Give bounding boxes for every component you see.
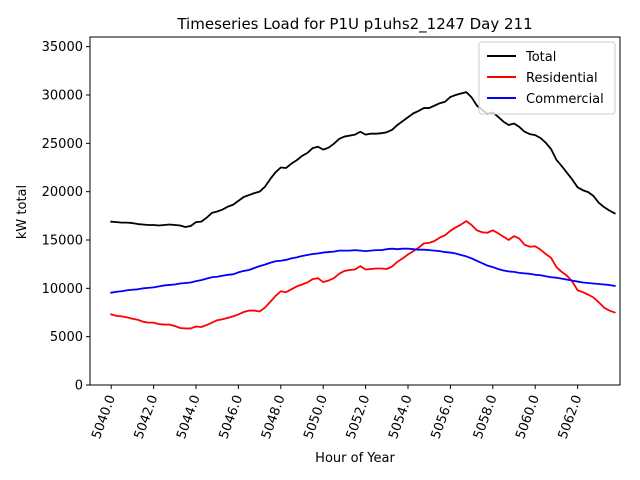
chart-title: Timeseries Load for P1U p1uhs2_1247 Day … bbox=[176, 15, 532, 34]
legend-box bbox=[478, 41, 616, 115]
series-line-total bbox=[110, 91, 616, 228]
x-axis-title: Hour of Year bbox=[315, 451, 395, 466]
y-tick-label: 0 bbox=[75, 379, 83, 394]
series-line-residential bbox=[110, 220, 616, 330]
y-tick-label: 30000 bbox=[42, 89, 83, 104]
y-tick-label: 35000 bbox=[42, 40, 83, 55]
y-axis-title: kW total bbox=[15, 185, 30, 239]
y-axis: 0 5000 10000 15000 20000 25000 30000 35000 bbox=[42, 40, 90, 394]
y-tick-label: 5000 bbox=[50, 330, 83, 345]
legend-label-total: Total bbox=[525, 50, 556, 65]
y-tick-label: 20000 bbox=[42, 185, 83, 200]
series-lines bbox=[110, 91, 616, 330]
plot-frame bbox=[89, 36, 621, 386]
y-tick-label: 15000 bbox=[42, 234, 83, 249]
legend-label-residential: Residential bbox=[526, 71, 598, 86]
legend-label-commercial: Commercial bbox=[526, 92, 604, 107]
y-tick-label: 25000 bbox=[42, 137, 83, 152]
series-line-commercial bbox=[110, 247, 616, 294]
y-tick-label: 10000 bbox=[42, 282, 83, 297]
legend: Total Residential Commercial bbox=[478, 41, 616, 115]
